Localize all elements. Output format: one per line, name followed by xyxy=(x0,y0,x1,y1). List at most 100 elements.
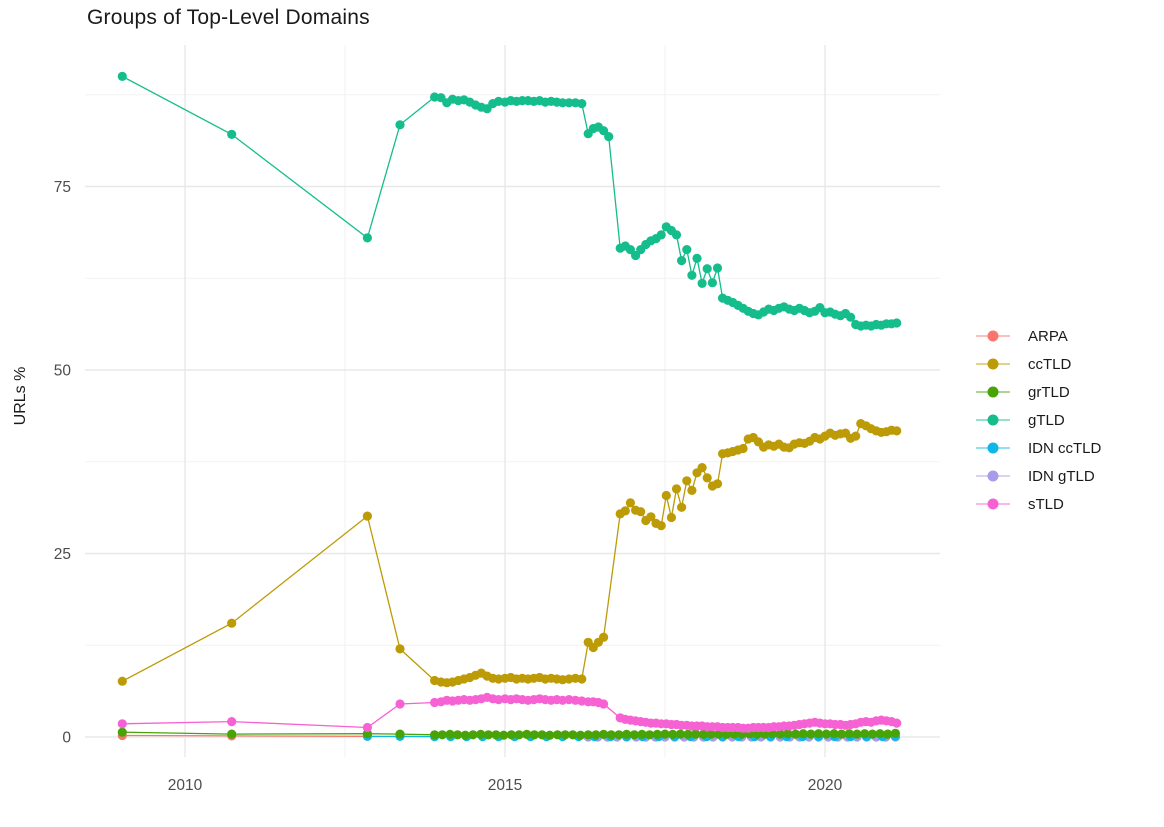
data-point xyxy=(620,506,630,516)
data-point xyxy=(453,730,463,740)
data-point xyxy=(775,729,785,739)
data-point xyxy=(867,729,878,739)
data-point xyxy=(682,245,692,255)
data-point xyxy=(844,729,854,739)
data-point xyxy=(583,730,593,740)
series-gtld xyxy=(117,71,902,331)
data-point xyxy=(875,729,885,739)
data-point xyxy=(629,730,639,740)
data-point xyxy=(491,730,501,740)
data-point xyxy=(506,730,516,740)
data-point xyxy=(660,729,670,739)
y-tick-label: 25 xyxy=(54,546,71,563)
data-point xyxy=(625,245,636,255)
data-point xyxy=(117,71,127,81)
data-point xyxy=(851,431,861,441)
data-point xyxy=(671,484,682,494)
series-line xyxy=(122,734,368,737)
legend-key-icon xyxy=(976,441,1010,455)
x-tick-label: 2015 xyxy=(488,777,522,794)
legend-label: sTLD xyxy=(1028,495,1064,513)
data-point xyxy=(687,270,697,280)
data-point xyxy=(362,722,372,733)
data-point xyxy=(395,644,405,654)
data-point xyxy=(395,729,405,739)
data-point xyxy=(577,99,587,109)
data-point xyxy=(892,718,902,728)
legend-label: ccTLD xyxy=(1028,355,1072,373)
data-point xyxy=(707,278,718,288)
chart-title: Groups of Top-Level Domains xyxy=(87,6,370,29)
data-point xyxy=(564,98,574,108)
data-point xyxy=(821,729,831,739)
data-point xyxy=(677,256,687,266)
data-point xyxy=(661,490,671,501)
data-point xyxy=(791,729,801,739)
data-point xyxy=(636,507,646,517)
data-point xyxy=(656,521,666,531)
legend-key-icon xyxy=(976,357,1010,371)
legend-label: IDN ccTLD xyxy=(1028,439,1102,457)
legend-label: IDN gTLD xyxy=(1028,467,1095,485)
data-point xyxy=(814,729,824,739)
data-point xyxy=(652,729,662,740)
data-point xyxy=(529,730,540,740)
data-point xyxy=(622,729,632,740)
x-tick-label: 2020 xyxy=(808,777,843,794)
legend: ARPA ccTLD grTLD gTLD IDN ccTLD IDN gTLD… xyxy=(976,322,1101,518)
data-point xyxy=(702,473,712,483)
data-point xyxy=(883,729,893,739)
data-point xyxy=(362,233,372,243)
data-point xyxy=(117,676,127,686)
legend-key-icon xyxy=(976,497,1010,511)
data-point xyxy=(846,312,856,322)
data-point xyxy=(227,618,237,628)
legend-item-idn-cctld: IDN ccTLD xyxy=(976,434,1101,462)
data-point xyxy=(395,120,405,130)
data-point xyxy=(890,728,901,738)
data-point xyxy=(687,485,697,495)
data-point xyxy=(702,264,712,274)
data-point xyxy=(656,230,666,240)
data-point xyxy=(698,729,709,740)
data-point xyxy=(430,730,440,740)
data-point xyxy=(666,512,677,523)
data-point xyxy=(468,730,478,740)
data-point xyxy=(483,730,493,740)
data-point xyxy=(892,426,902,436)
legend-item-cctld: ccTLD xyxy=(976,350,1101,378)
data-point xyxy=(721,729,732,740)
legend-key-icon xyxy=(976,469,1010,483)
data-point xyxy=(117,727,127,737)
data-point xyxy=(552,730,563,740)
data-point xyxy=(460,730,470,740)
data-point xyxy=(599,699,609,709)
data-point xyxy=(499,730,509,740)
data-point xyxy=(606,730,616,740)
legend-key-icon xyxy=(976,413,1010,427)
data-point xyxy=(117,719,127,729)
data-point xyxy=(227,129,237,139)
data-point xyxy=(706,729,716,739)
data-point xyxy=(625,498,636,508)
data-point xyxy=(599,729,609,740)
data-point xyxy=(677,502,687,512)
data-point xyxy=(558,98,568,108)
series-cctld xyxy=(117,419,902,688)
data-point xyxy=(227,717,237,727)
legend-item-grtld: grTLD xyxy=(976,378,1101,406)
data-point xyxy=(738,443,748,454)
legend-item-stld: sTLD xyxy=(976,490,1101,518)
data-point xyxy=(697,463,707,473)
data-point xyxy=(445,729,455,740)
data-point xyxy=(645,730,655,740)
data-point xyxy=(712,263,723,273)
data-point xyxy=(829,729,839,739)
data-point xyxy=(683,729,693,740)
legend-item-arpa: ARPA xyxy=(976,322,1101,350)
data-point xyxy=(437,730,447,740)
legend-label: grTLD xyxy=(1028,383,1070,401)
data-point xyxy=(545,730,555,740)
legend-key-icon xyxy=(976,329,1010,343)
